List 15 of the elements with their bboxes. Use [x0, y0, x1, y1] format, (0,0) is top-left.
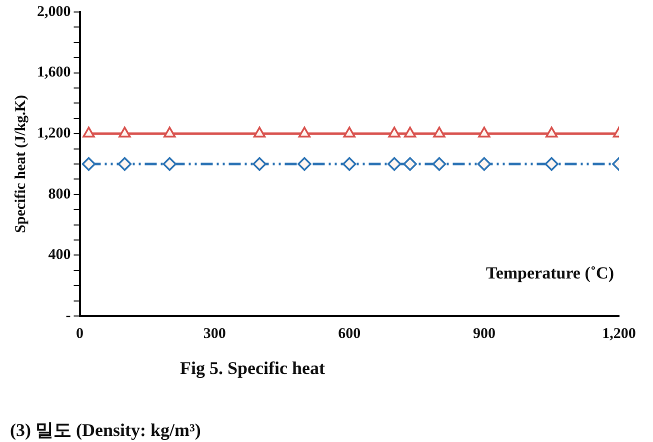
text: (3) 밀도 (Density: kg/m³)	[10, 419, 201, 442]
y-tick-label: 400	[48, 247, 71, 264]
y-tick-label: 1,600	[37, 64, 71, 81]
y-axis-title: Specific heat (J/kg.K)	[12, 95, 29, 233]
y-tick-label: 1,200	[37, 125, 71, 142]
y-tick-label: 2,000	[37, 4, 71, 20]
y-tick-label: -	[66, 308, 71, 324]
x-tick-label: 0	[76, 326, 84, 342]
x-tick-label: 600	[338, 326, 361, 342]
caption: Fig 5. Specific heat	[180, 358, 325, 379]
x-axis-title: Temperature (˚C)	[486, 263, 614, 282]
x-tick-label: 300	[203, 326, 226, 342]
y-tick-label: 800	[48, 186, 71, 202]
x-tick-label: 1,200	[602, 326, 636, 342]
x-tick-label: 900	[472, 326, 496, 342]
